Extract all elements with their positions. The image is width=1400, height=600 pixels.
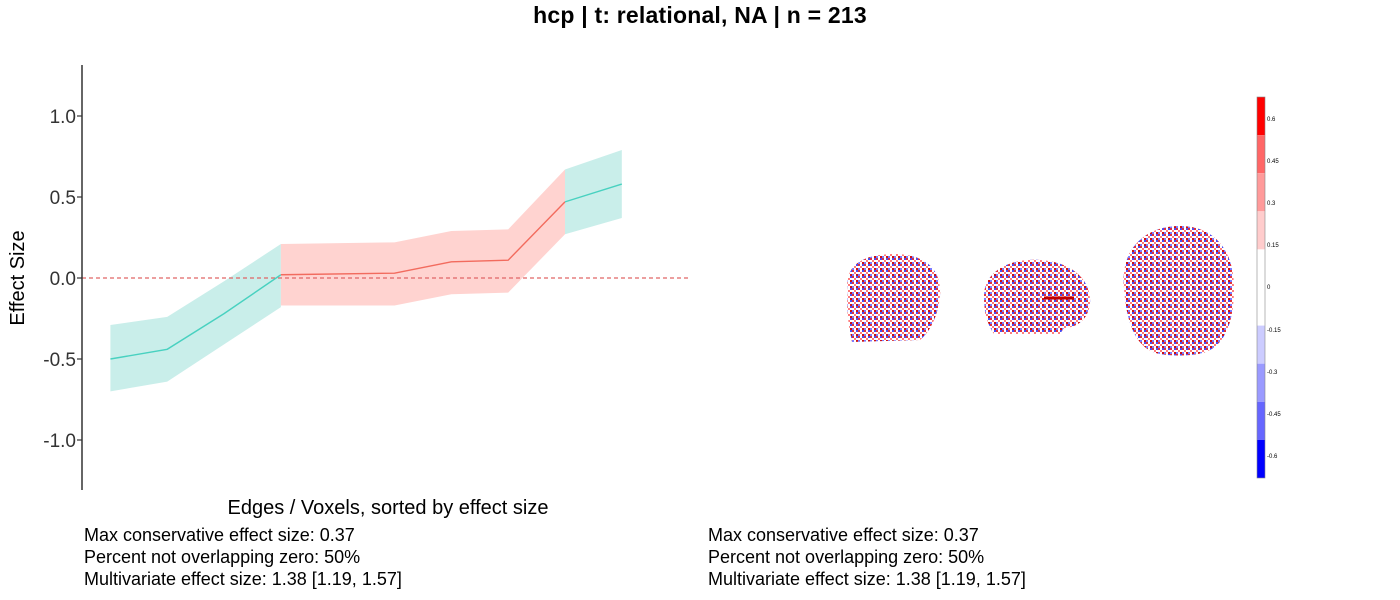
colorbar-segment-2: [1257, 135, 1265, 174]
max-conservative-effect-left: Max conservative effect size: 0.37: [84, 525, 355, 545]
ci-ribbon-3: [564, 150, 622, 235]
colorbar-frame: [1256, 96, 1266, 479]
colorbar-label-8: -0.45: [1267, 412, 1281, 418]
multivariate-effect-left: Multivariate effect size: 1.38 [1.19, 1.…: [84, 569, 402, 589]
colorbar-segment-7: [1257, 325, 1265, 364]
colorbar-label-6: -0.15: [1267, 328, 1281, 334]
y-tick-label-1: 1.0: [50, 107, 76, 128]
colorbar-label-4: 0.15: [1267, 243, 1279, 249]
colorbar-label-7: -0.3: [1267, 370, 1278, 376]
effect-size-plot: 1.0 0.5 0.0 -0.5 -1.0 Effect Size Edges / Voxe…: [7, 65, 690, 519]
chart-title: hcp | t: relational, NA | n = 213: [533, 2, 867, 28]
ci-ribbon-1: [110, 243, 281, 392]
colorbar-segment-9: [1257, 401, 1265, 440]
colorbar-segment-4: [1257, 211, 1265, 250]
percent-not-overlapping-right: Percent not overlapping zero: 50%: [708, 547, 985, 567]
x-axis-title: Edges / Voxels, sorted by effect size: [228, 497, 549, 519]
ci-ribbon-2: [280, 169, 565, 306]
brain-slice-axial: [1123, 226, 1234, 356]
colorbar-segment-3: [1257, 173, 1265, 212]
colorbar-segment-1: [1257, 97, 1265, 136]
colorbar: 0.6 0.45 0.3 0.15 0 -0.15 -0.3 -0.45 -0.6: [1256, 96, 1281, 479]
effect-line-3: [564, 183, 623, 203]
stats-left: Max conservative effect size: 0.37 Perce…: [84, 524, 402, 590]
colorbar-label-5: 0: [1267, 285, 1271, 291]
brain-slice-coronal: [847, 254, 941, 342]
colorbar-label-1: 0.6: [1267, 117, 1276, 123]
brain-slices: [847, 226, 1234, 356]
colorbar-segment-6: [1257, 287, 1265, 326]
colorbar-segment-8: [1257, 363, 1265, 402]
colorbar-segment-10: [1257, 439, 1265, 478]
colorbar-label-2: 0.45: [1267, 159, 1279, 165]
multivariate-effect-right: Multivariate effect size: 1.38 [1.19, 1.…: [708, 569, 1026, 589]
y-tick-label-3: 0.0: [50, 269, 76, 290]
effect-line-1: [110, 274, 282, 360]
y-axis-title: Effect Size: [7, 230, 29, 325]
y-tick-label-5: -1.0: [43, 431, 76, 452]
colorbar-segment-5: [1257, 249, 1265, 288]
percent-not-overlapping-left: Percent not overlapping zero: 50%: [84, 547, 361, 567]
colorbar-label-9: -0.6: [1267, 454, 1278, 460]
effect-line-2: [280, 201, 566, 276]
brain-slice-sagittal: [984, 259, 1091, 334]
max-conservative-effect-right: Max conservative effect size: 0.37: [708, 525, 979, 545]
y-tick-label-2: 0.5: [50, 188, 76, 209]
stats-right: Max conservative effect size: 0.37 Perce…: [708, 524, 1026, 590]
colorbar-label-3: 0.3: [1267, 201, 1276, 207]
y-tick-label-4: -0.5: [43, 350, 76, 371]
